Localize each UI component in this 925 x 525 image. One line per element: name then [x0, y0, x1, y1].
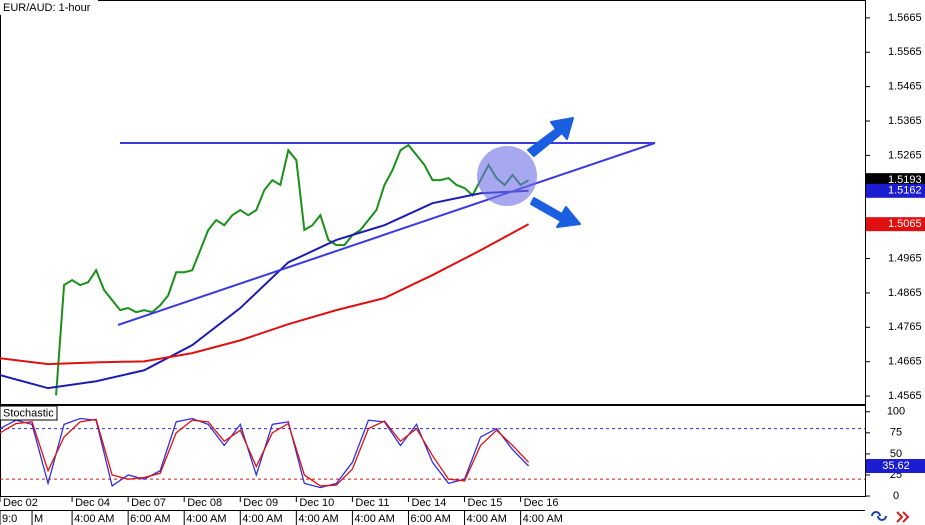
highlight-circle [477, 146, 537, 206]
x-tick-label: Dec 16 [524, 497, 559, 509]
y-tick-label: 1.5565 [888, 46, 922, 58]
y-tick-label: 50 [890, 448, 902, 460]
x-tick-label: Dec 08 [187, 497, 222, 509]
x-time-label: 6:00 AM [410, 513, 450, 525]
arrow-up [527, 117, 574, 157]
y-tick-label: 75 [890, 427, 902, 439]
stochastic-plot [0, 417, 865, 489]
x-time-label: 4:00 AM [467, 513, 507, 525]
price-tag [866, 459, 925, 474]
main-plot [0, 143, 530, 396]
y-tick-label: 1.4665 [888, 356, 922, 368]
x-time-label: 4:00 AM [523, 513, 563, 525]
y-tick-label: 1.4965 [888, 252, 922, 264]
series-line [55, 143, 530, 396]
price-tag-label: 35.62 [882, 460, 910, 472]
price-tag-label: 1.5193 [888, 174, 922, 186]
x-tick-label: Dec 04 [75, 497, 110, 509]
x-tick-label: Dec 07 [131, 497, 166, 509]
main-panel [0, 0, 866, 405]
stochastic-label-box [0, 405, 58, 421]
x-tick-label: Dec 10 [299, 497, 334, 509]
indicator-label: Stochastic [3, 407, 54, 419]
price-tag-label: 1.5162 [888, 185, 922, 197]
chart-title: EUR/AUD: 1-hour [3, 2, 91, 14]
series-line [0, 189, 529, 390]
y-tick-label: 1.5365 [888, 115, 922, 127]
series-line [0, 418, 530, 487]
y-tick-label: 1.4865 [888, 287, 922, 299]
toolbar-icons [871, 511, 910, 523]
y-tick-label: 1.5265 [888, 149, 922, 161]
stochastic-panel [0, 405, 866, 497]
x-time-label: 4:00 AM [242, 513, 282, 525]
y-tick-label: 1.4565 [888, 390, 922, 402]
x-time-label: 4:00 AM [298, 513, 338, 525]
x-time-label: 4:00 AM [74, 513, 114, 525]
y-tick-label: 100 [887, 406, 905, 418]
x-tick-label: Dec 11 [355, 497, 389, 509]
series-line [0, 223, 530, 366]
arrow-down [530, 197, 581, 228]
price-tag [866, 217, 925, 232]
y-tick-label: 1.4765 [888, 321, 922, 333]
annotations [117, 117, 656, 326]
scroll-icon [896, 511, 910, 523]
x-time-label: 4:00 AM [354, 513, 394, 525]
x-tick-label: Dec 02 [3, 497, 38, 509]
x-time-label: M [34, 513, 43, 525]
x-tick-label: Dec 14 [411, 497, 446, 509]
trend-line [117, 142, 656, 326]
x-time-label: 9:0 [2, 513, 17, 525]
price-tag [866, 183, 925, 198]
y-tick-label: 1.5665 [888, 12, 922, 24]
price-tag-label: 1.5065 [888, 218, 922, 230]
y-tick-label: 0 [893, 490, 899, 502]
link-icon [871, 511, 887, 521]
x-tick-label: Dec 09 [243, 497, 278, 509]
x-time-label: 6:00 AM [130, 513, 170, 525]
price-tag [866, 173, 925, 188]
x-tick-label: Dec 15 [468, 497, 503, 509]
x-time-label: 4:00 AM [186, 513, 226, 525]
y-tick-label: 1.5465 [888, 81, 922, 93]
title-box [0, 0, 98, 15]
